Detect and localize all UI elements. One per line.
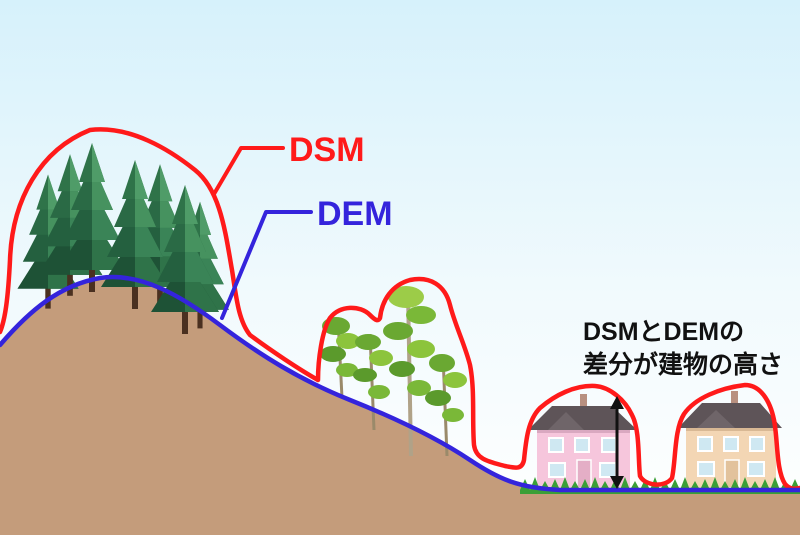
dem-terrain-line (0, 274, 800, 493)
deciduous-tree (353, 333, 393, 431)
height-difference-arrow (610, 396, 624, 489)
difference-note-line2: 差分が建物の高さ (583, 350, 783, 379)
dem-label: DEM (317, 195, 393, 233)
house-pink (528, 394, 637, 489)
deciduous-tree (383, 286, 436, 457)
dsm-leader-line (212, 146, 285, 196)
house-beige (678, 391, 782, 489)
dsm-surface-line (0, 127, 800, 492)
deciduous-tree (425, 354, 467, 457)
dsm-label: DSM (289, 131, 365, 169)
difference-note-line1: DSMとDEMの (583, 318, 744, 346)
dem-leader-line (220, 210, 313, 320)
ground (0, 277, 800, 535)
